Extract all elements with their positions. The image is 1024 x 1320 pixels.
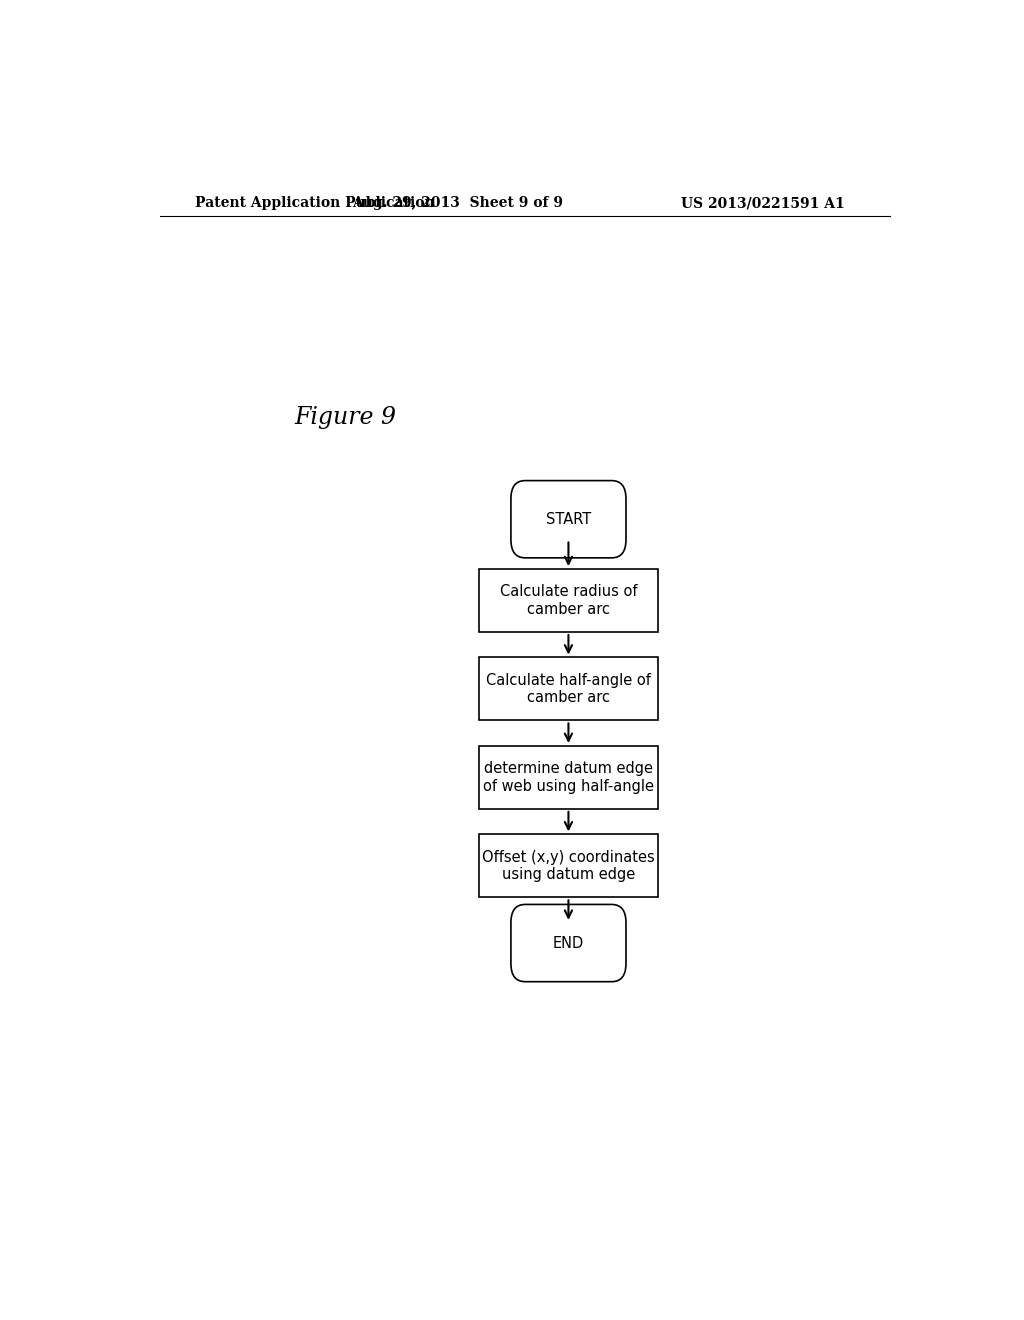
Text: Calculate half-angle of
camber arc: Calculate half-angle of camber arc	[486, 673, 651, 705]
FancyBboxPatch shape	[511, 480, 626, 558]
FancyBboxPatch shape	[511, 904, 626, 982]
Text: Offset (x,y) coordinates
using datum edge: Offset (x,y) coordinates using datum edg…	[482, 850, 654, 882]
FancyBboxPatch shape	[479, 569, 657, 632]
Text: Patent Application Publication: Patent Application Publication	[196, 197, 435, 210]
FancyBboxPatch shape	[479, 746, 657, 809]
Text: Aug. 29, 2013  Sheet 9 of 9: Aug. 29, 2013 Sheet 9 of 9	[352, 197, 563, 210]
Text: START: START	[546, 512, 591, 527]
Text: Figure 9: Figure 9	[295, 407, 396, 429]
Text: END: END	[553, 936, 584, 950]
FancyBboxPatch shape	[479, 834, 657, 898]
FancyBboxPatch shape	[479, 657, 657, 721]
Text: determine datum edge
of web using half-angle: determine datum edge of web using half-a…	[483, 762, 654, 793]
Text: US 2013/0221591 A1: US 2013/0221591 A1	[681, 197, 845, 210]
Text: Calculate radius of
camber arc: Calculate radius of camber arc	[500, 585, 637, 616]
